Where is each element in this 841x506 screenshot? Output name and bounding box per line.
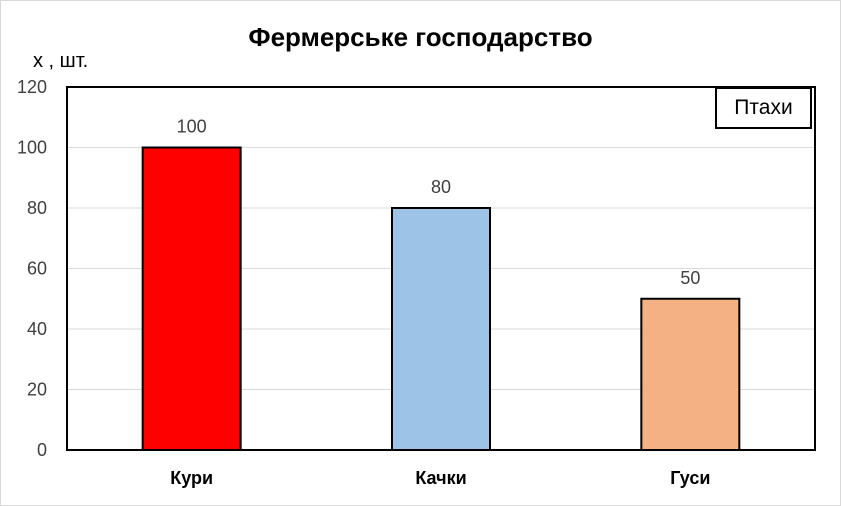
bar (640, 297, 741, 451)
data-label: 50 (680, 268, 700, 288)
bar (141, 146, 242, 451)
legend: Птахи (715, 87, 812, 129)
y-tick-label: 0 (37, 440, 47, 460)
y-tick-label: 120 (17, 77, 47, 97)
x-category-label: Гуси (670, 468, 710, 488)
x-category-label: Кури (170, 468, 213, 488)
y-tick-label: 100 (17, 138, 47, 158)
data-label: 80 (431, 177, 451, 197)
chart-title: Фермерське господарство (248, 22, 593, 52)
bar (391, 207, 491, 451)
y-axis-label: х , шт. (33, 50, 89, 72)
x-category-label: Качки (415, 468, 466, 488)
y-tick-label: 20 (27, 380, 47, 400)
y-tick-label: 80 (27, 198, 47, 218)
data-label: 100 (177, 117, 207, 137)
y-tick-label: 60 (27, 259, 47, 279)
y-tick-label: 40 (27, 319, 47, 339)
